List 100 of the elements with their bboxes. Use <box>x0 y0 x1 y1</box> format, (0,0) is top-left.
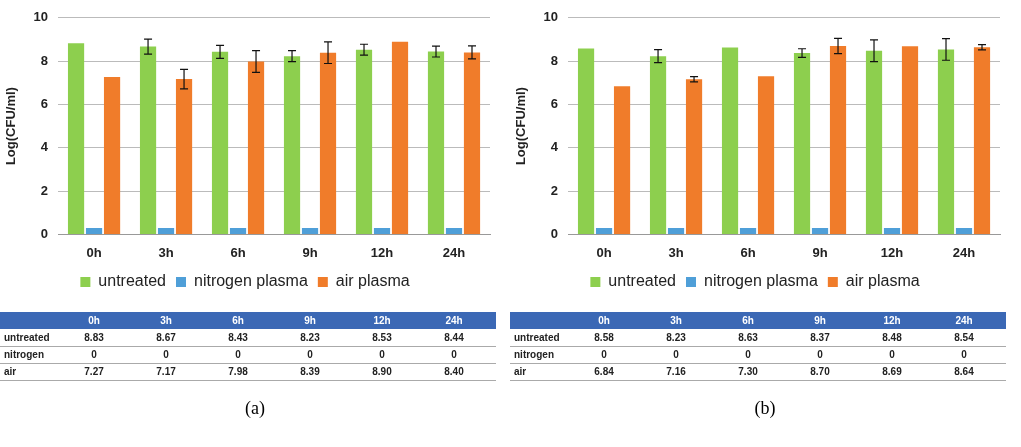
y-tick-label: 6 <box>550 96 559 112</box>
data-label: 0 <box>235 348 241 361</box>
data-label: 6.84 <box>594 365 614 378</box>
text: (a) <box>244 398 266 419</box>
bar <box>685 79 703 234</box>
x-tick-label: 6h <box>740 244 756 260</box>
bar <box>721 47 739 234</box>
category-label: 9h <box>814 315 826 326</box>
bar <box>973 47 991 234</box>
y-axis-title: Log(CFU/ml) <box>513 87 529 166</box>
text: untreated <box>4 331 50 344</box>
category-label: 6h <box>232 315 244 326</box>
data-label: 0 <box>379 348 385 361</box>
bar <box>139 46 157 234</box>
legend-label: nitrogen plasma <box>703 272 818 290</box>
data-label: 0 <box>961 348 967 361</box>
y-tick-label: 0 <box>550 225 559 241</box>
x-tick-label: 9h <box>812 244 828 260</box>
x-tick-label: 6h <box>230 244 246 260</box>
data-label: 7.16 <box>666 365 686 378</box>
data-label: 0 <box>451 348 457 361</box>
category-label: 6h <box>742 315 754 326</box>
x-tick-label: 0h <box>86 244 102 260</box>
data-label: 8.53 <box>372 331 392 344</box>
data-label: 0 <box>307 348 313 361</box>
data-label: 0 <box>601 348 607 361</box>
bar <box>937 49 955 234</box>
bar <box>445 227 463 234</box>
bar <box>283 56 301 234</box>
data-label: 7.98 <box>228 365 248 378</box>
data-label: 8.43 <box>228 331 248 344</box>
category-label: 12h <box>373 315 391 326</box>
text: air <box>514 365 527 378</box>
data-label: 0 <box>163 348 169 361</box>
y-tick-label: 10 <box>543 9 559 25</box>
bar <box>667 227 685 234</box>
bar <box>319 52 337 234</box>
bar <box>649 56 667 234</box>
category-label: 9h <box>304 315 316 326</box>
bar <box>247 61 265 234</box>
bar <box>883 227 901 234</box>
category-label: 12h <box>883 315 901 326</box>
y-tick-label: 2 <box>40 182 49 198</box>
data-label: 8.83 <box>84 331 104 344</box>
data-label: 7.17 <box>156 365 176 378</box>
bar <box>355 49 373 234</box>
bar <box>103 76 121 234</box>
data-label: 8.37 <box>810 331 830 344</box>
data-label: 8.63 <box>738 331 758 344</box>
data-label: 8.69 <box>882 365 902 378</box>
y-tick-label: 10 <box>33 9 49 25</box>
x-tick-label: 9h <box>302 244 318 260</box>
data-label: 8.54 <box>954 331 974 344</box>
data-label: 8.40 <box>444 365 464 378</box>
bar <box>175 79 193 234</box>
data-label: 8.67 <box>156 331 176 344</box>
data-label: 8.23 <box>666 331 686 344</box>
data-label: 8.90 <box>372 365 392 378</box>
x-tick-label: 3h <box>158 244 174 260</box>
bar <box>373 227 391 234</box>
bar <box>739 227 757 234</box>
y-tick-label: 0 <box>40 225 49 241</box>
data-label: 8.44 <box>444 331 464 344</box>
bar <box>577 48 595 234</box>
text: nitrogen <box>514 348 554 361</box>
x-tick-label: 24h <box>952 244 976 260</box>
x-tick-label: 12h <box>370 244 394 260</box>
bar <box>211 51 229 234</box>
category-label: 3h <box>670 315 682 326</box>
bar <box>67 43 85 234</box>
data-label: 8.70 <box>810 365 830 378</box>
category-label: 3h <box>160 315 172 326</box>
bar <box>229 227 247 234</box>
bar <box>301 227 319 234</box>
data-label: 8.48 <box>882 331 902 344</box>
text: untreated <box>514 331 560 344</box>
data-label: 0 <box>91 348 97 361</box>
bar <box>595 227 613 234</box>
data-label: 8.64 <box>954 365 974 378</box>
x-tick-label: 0h <box>596 244 612 260</box>
legend-label: untreated <box>608 272 676 290</box>
legend-label: untreated <box>98 272 166 290</box>
category-label: 0h <box>88 315 100 326</box>
bar <box>463 52 481 234</box>
data-label: 7.30 <box>738 365 758 378</box>
y-tick-label: 2 <box>550 182 559 198</box>
data-label: 8.23 <box>300 331 320 344</box>
bar <box>157 227 175 234</box>
data-label: 0 <box>745 348 751 361</box>
y-tick-label: 8 <box>550 52 559 68</box>
y-tick-label: 4 <box>40 139 49 155</box>
bar <box>901 46 919 234</box>
x-tick-label: 24h <box>442 244 466 260</box>
bar <box>793 53 811 234</box>
text: (b) <box>753 398 777 419</box>
bar <box>829 45 847 234</box>
data-label: 8.58 <box>594 331 614 344</box>
y-tick-label: 8 <box>40 52 49 68</box>
category-label: 0h <box>598 315 610 326</box>
y-tick-label: 6 <box>40 96 49 112</box>
